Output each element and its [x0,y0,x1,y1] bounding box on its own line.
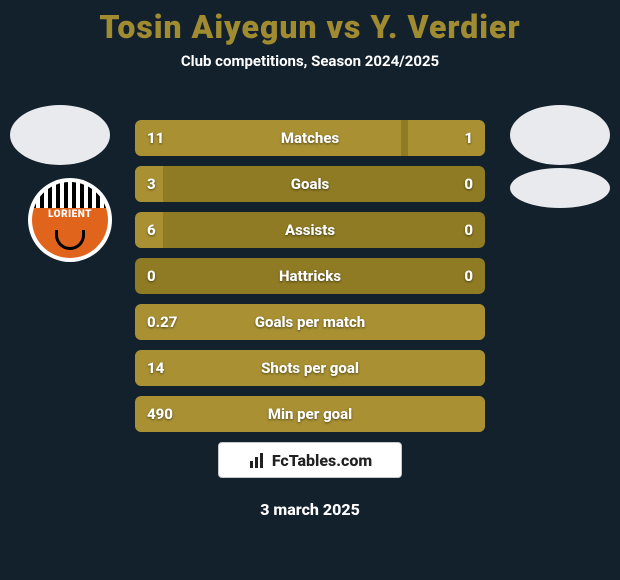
stat-value-left: 11 [147,129,164,147]
stat-value-right: 0 [464,221,473,239]
stat-label: Min per goal [268,405,352,423]
stat-row-fill-right [408,120,485,156]
stat-rows: 111Matches30Goals60Assists00Hattricks0.2… [135,120,485,442]
stat-row: 14 Shots per goal [135,350,485,386]
stat-value-right: 0 [464,175,473,193]
club-badge-text: LORIENT [32,209,108,220]
subtitle: Club competitions, Season 2024/2025 [0,52,620,70]
stat-row: 111Matches [135,120,485,156]
club-badge-inner: LORIENT [32,182,108,258]
stat-value-left: 3 [147,175,156,193]
stat-label: Goals per match [255,313,365,331]
player-right-avatar-placeholder-2 [510,168,610,208]
brand-badge: FcTables.com [218,442,402,478]
club-badge-stripes [32,182,108,208]
stat-label: Goals [291,175,329,193]
date-text: 3 march 2025 [260,500,360,519]
brand-text: FcTables.com [272,451,372,470]
stat-label: Shots per goal [261,359,359,377]
stat-label: Matches [281,129,339,147]
stat-row: 3 0 Goals [135,166,485,202]
stat-row: 6 0 Assists [135,212,485,248]
player-right-avatar-placeholder-1 [510,105,610,165]
player-left-avatar-placeholder [10,105,110,165]
stat-value-left: 0 [147,267,156,285]
stat-row-fill-left [135,120,401,156]
stat-value-left: 6 [147,221,156,239]
stat-value-right: 0 [464,267,473,285]
stat-value-left: 0.27 [147,313,177,331]
stat-value-left: 490 [147,405,173,423]
stat-value-right: 1 [464,129,473,147]
stat-row: 0.27 Goals per match [135,304,485,340]
club-badge: LORIENT [28,178,112,262]
stat-row: 490 Min per goal [135,396,485,432]
brand-bars-icon [248,450,268,470]
title: Tosin Aiyegun vs Y. Verdier [0,0,620,46]
stat-label: Hattricks [279,267,341,285]
stat-row: 0 0 Hattricks [135,258,485,294]
infographic-canvas: Tosin Aiyegun vs Y. Verdier Club competi… [0,0,620,580]
stat-value-left: 14 [147,359,164,377]
stat-label: Assists [285,221,335,239]
